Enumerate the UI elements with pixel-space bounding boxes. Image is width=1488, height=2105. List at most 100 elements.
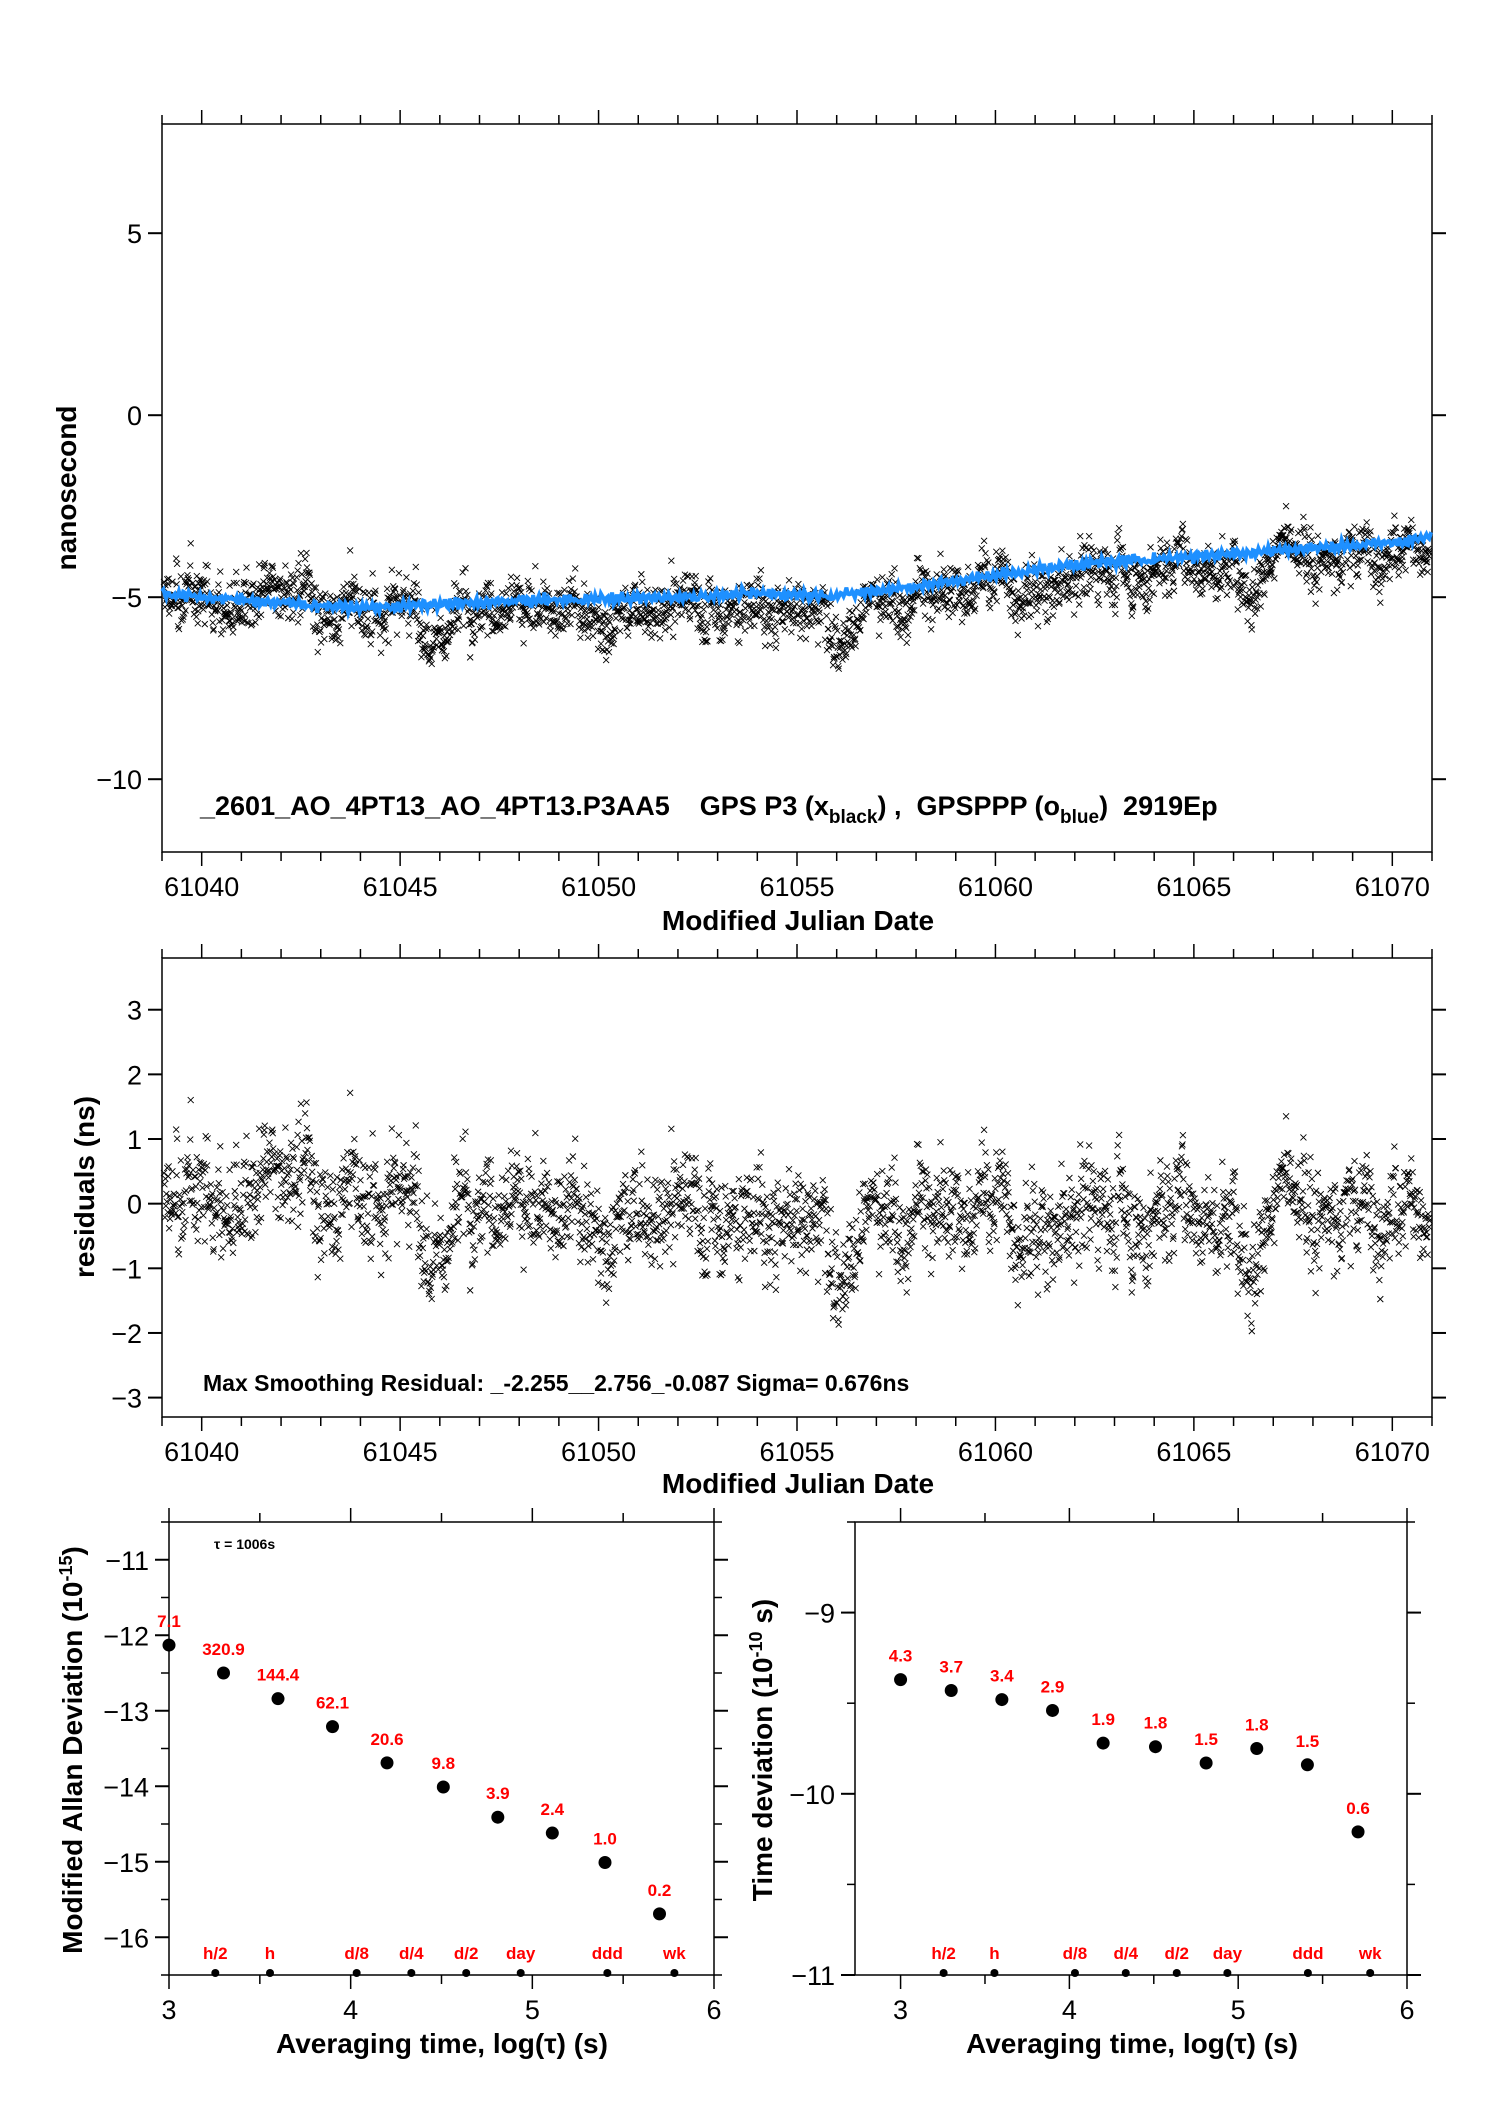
residual-point xyxy=(619,1180,627,1188)
residual-point xyxy=(321,1249,328,1257)
gps-p3-point xyxy=(215,588,223,596)
residual-point xyxy=(607,1221,614,1228)
gps-p3-point xyxy=(1324,558,1332,566)
residual-point xyxy=(796,1186,803,1194)
residual-point xyxy=(705,1165,712,1172)
gps-p3-point xyxy=(1363,519,1371,526)
gps-p3-point xyxy=(498,589,506,596)
gps-p3-point xyxy=(327,592,334,600)
gps-p3-point xyxy=(980,537,988,545)
gps-p3-point xyxy=(629,586,637,594)
gps-p3-point xyxy=(1095,601,1103,609)
residual-point xyxy=(232,1141,240,1149)
residual-point xyxy=(165,1163,172,1170)
residual-point xyxy=(795,1172,802,1179)
residual-point xyxy=(255,1125,263,1133)
gps-p3-point xyxy=(816,609,823,616)
gps-p3-point xyxy=(1391,512,1398,519)
residual-point xyxy=(449,1203,457,1211)
gps-p3-point xyxy=(643,606,650,614)
gps-p3-point xyxy=(263,574,271,582)
residual-point xyxy=(329,1186,337,1193)
gps-p3-point xyxy=(324,615,332,622)
gps-p3-point xyxy=(571,588,579,595)
residual-point xyxy=(1013,1243,1021,1251)
gps-p3-point xyxy=(314,648,322,656)
gps-p3-point xyxy=(656,635,664,642)
gps-p3-point xyxy=(368,628,376,635)
residual-point xyxy=(713,1204,720,1212)
residual-point xyxy=(1093,1185,1101,1192)
gps-p3-point xyxy=(1007,612,1015,619)
residual-point xyxy=(230,1239,237,1247)
residual-point xyxy=(667,1221,675,1229)
gps-p3-point xyxy=(487,590,495,597)
gps-p3-point xyxy=(1369,583,1377,591)
gps-p3-point xyxy=(706,575,714,582)
residual-point xyxy=(282,1124,289,1131)
gps-p3-point xyxy=(1094,590,1102,598)
residual-point xyxy=(737,1244,745,1251)
residual-point xyxy=(755,1210,762,1218)
gps-p3-point xyxy=(500,622,507,630)
gps-p3-point xyxy=(243,619,251,626)
residual-point xyxy=(538,1180,545,1187)
gps-p3-point xyxy=(932,597,940,605)
gps-p3-point xyxy=(1133,570,1140,578)
gps-p3-point xyxy=(471,636,479,644)
gps-p3-point xyxy=(542,614,550,622)
gps-p3-point xyxy=(829,642,836,650)
residual-point xyxy=(582,1193,590,1201)
residual-point xyxy=(1075,1248,1082,1255)
gps-p3-point xyxy=(1346,528,1353,536)
gps-p3-point xyxy=(845,615,852,623)
residual-point xyxy=(1041,1226,1049,1233)
gps-p3-point xyxy=(1012,617,1019,625)
gps-p3-point xyxy=(1076,532,1084,540)
gps-p3-point xyxy=(907,613,914,621)
residual-point xyxy=(873,1170,881,1178)
gps-p3-point xyxy=(1080,584,1088,591)
gps-p3-point xyxy=(301,555,309,563)
residual-point xyxy=(179,1228,187,1236)
gps-p3-point xyxy=(1105,576,1113,584)
residual-point xyxy=(899,1207,907,1215)
gps-p3-point xyxy=(1310,582,1318,589)
gps-p3-point xyxy=(457,588,464,596)
gps-p3-point xyxy=(283,579,291,587)
gps-p3-point xyxy=(241,611,249,618)
residual-point xyxy=(324,1212,332,1220)
residual-point xyxy=(770,1197,778,1205)
residual-point xyxy=(801,1225,809,1233)
gps-p3-point xyxy=(1095,568,1102,576)
y-tick-label: 0 xyxy=(127,1190,142,1220)
gps-p3-point xyxy=(913,554,921,562)
residual-point xyxy=(1039,1189,1047,1196)
gps-p3-point xyxy=(810,603,818,610)
residual-point xyxy=(284,1194,292,1201)
gps-p3-point xyxy=(562,614,570,622)
gps-p3-point xyxy=(1028,551,1036,559)
gps-p3-point xyxy=(413,581,421,589)
residual-point xyxy=(702,1255,710,1262)
gps-p3-point xyxy=(464,591,471,599)
gps-p3-point xyxy=(916,592,923,600)
gps-p3-point xyxy=(277,612,285,620)
residual-point xyxy=(995,1196,1002,1203)
gps-p3-point xyxy=(191,606,199,613)
residual-point xyxy=(351,1135,358,1143)
residual-point xyxy=(691,1166,699,1174)
residual-point xyxy=(1030,1180,1038,1188)
gps-p3-point xyxy=(737,621,745,628)
gps-p3-point xyxy=(160,578,168,586)
gps-p3-point xyxy=(1307,588,1315,596)
residual-point xyxy=(486,1213,493,1220)
residual-point xyxy=(688,1200,695,1208)
residual-point xyxy=(842,1296,850,1304)
residual-point xyxy=(475,1214,482,1222)
gps-p3-point xyxy=(1351,523,1358,530)
gps-p3-point xyxy=(686,615,694,623)
gps-p3-point xyxy=(849,609,856,617)
residual-point xyxy=(371,1166,379,1173)
gps-p3-point xyxy=(346,547,354,554)
